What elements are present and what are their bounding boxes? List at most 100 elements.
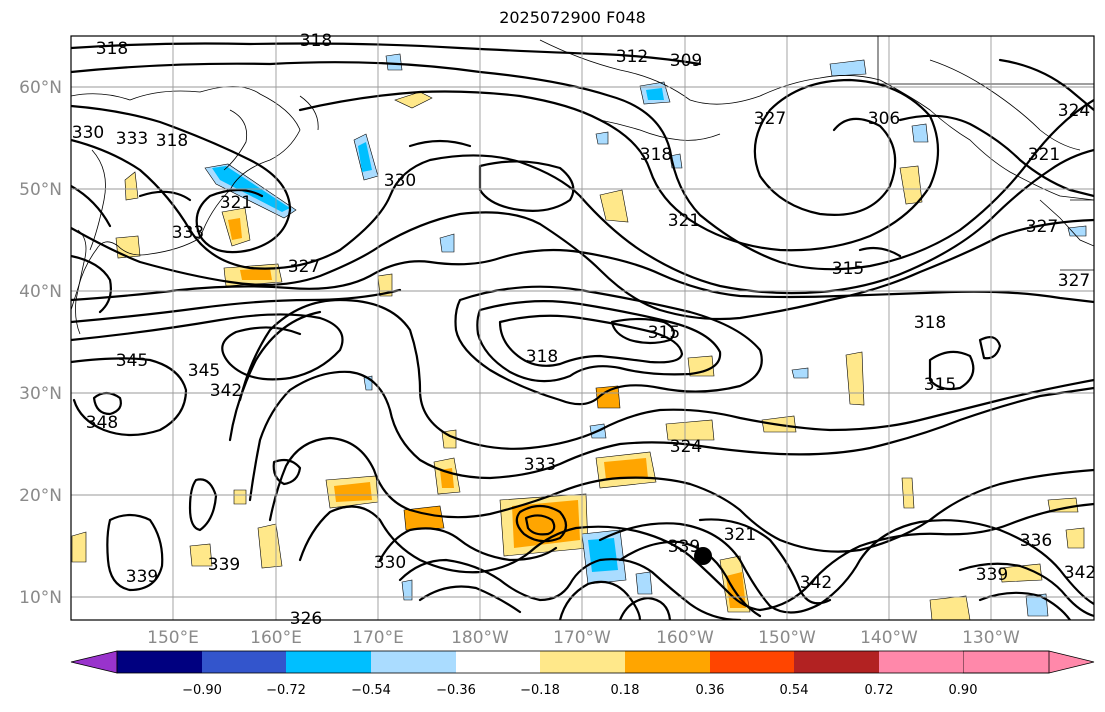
location-marker bbox=[694, 547, 712, 565]
positive-anomaly-patch bbox=[124, 171, 139, 201]
contour-label: 348 bbox=[86, 413, 118, 433]
contour-label: 321 bbox=[1028, 145, 1060, 165]
contour-label: 324 bbox=[1058, 101, 1090, 121]
contour-label: 333 bbox=[172, 223, 204, 243]
colorbar-frame bbox=[116, 650, 1050, 674]
longitude-axis: 150°E 160°E 170°E 180°W 170°W 160°W 150°… bbox=[147, 628, 1020, 648]
contour-label: 327 bbox=[1026, 217, 1058, 237]
positive-anomaly-patch bbox=[665, 419, 715, 441]
contour-label: 339 bbox=[208, 555, 240, 575]
lat-tick-label: 50°N bbox=[19, 180, 62, 200]
positive-anomaly-patch bbox=[845, 351, 865, 406]
lon-tick-label: 130°W bbox=[962, 628, 1020, 648]
negative-anomaly-patch bbox=[829, 59, 867, 77]
lon-tick-label: 150°W bbox=[758, 628, 816, 648]
contour-label: 339 bbox=[976, 565, 1008, 585]
lat-tick-label: 60°N bbox=[19, 78, 62, 98]
positive-anomaly-core bbox=[228, 218, 242, 240]
contour-label: 345 bbox=[116, 351, 148, 371]
lon-tick-label: 160°E bbox=[250, 628, 302, 648]
negative-anomaly-patch bbox=[635, 571, 653, 595]
contour-label: 321 bbox=[668, 211, 700, 231]
contour-label: 336 bbox=[1020, 531, 1052, 551]
contour-labels: 318 318 312 309 330 333 318 306 324 327 … bbox=[72, 31, 1096, 629]
positive-anomaly-core bbox=[334, 482, 372, 502]
negative-anomaly-patch bbox=[439, 233, 455, 253]
contour-label: 327 bbox=[1058, 271, 1090, 291]
positive-anomaly-core bbox=[240, 268, 272, 280]
colorbar-segment bbox=[794, 651, 879, 673]
colorbar-segment bbox=[540, 651, 625, 673]
colorbar-segment bbox=[456, 651, 540, 673]
contour-label: 333 bbox=[524, 455, 556, 475]
negative-anomaly-patch bbox=[1025, 593, 1049, 617]
contour-label: 327 bbox=[754, 109, 786, 129]
contour-label: 312 bbox=[616, 47, 648, 67]
colorbar-segment bbox=[879, 651, 963, 673]
contour-label: 330 bbox=[384, 171, 416, 191]
colorbar-segment bbox=[286, 651, 371, 673]
colorbar-tick-label: −0.90 bbox=[182, 683, 222, 698]
negative-anomaly-patch bbox=[401, 579, 413, 601]
figure-title: 2025072900 F048 bbox=[499, 8, 646, 27]
colorbar-segment bbox=[371, 651, 456, 673]
colorbar-segment bbox=[710, 651, 794, 673]
lon-tick-label: 150°E bbox=[147, 628, 199, 648]
colorbar-tick-label: −0.54 bbox=[351, 683, 391, 698]
contour-label: 342 bbox=[210, 381, 242, 401]
contour-label: 333 bbox=[116, 129, 148, 149]
lat-tick-label: 30°N bbox=[19, 384, 62, 404]
lon-tick-label: 170°W bbox=[553, 628, 611, 648]
contour-label: 309 bbox=[670, 51, 702, 71]
negative-anomaly-patch bbox=[791, 367, 809, 379]
colorbar-tick-label: −0.36 bbox=[436, 683, 476, 698]
contour-label: 306 bbox=[868, 109, 900, 129]
lat-tick-label: 20°N bbox=[19, 486, 62, 506]
positive-anomaly-patch bbox=[394, 91, 433, 109]
contour-label: 330 bbox=[72, 123, 104, 143]
negative-anomaly-patch bbox=[385, 53, 403, 71]
contour-label: 318 bbox=[914, 313, 946, 333]
positive-anomaly-patch bbox=[999, 563, 1043, 583]
contour-label: 330 bbox=[374, 553, 406, 573]
contour-label: 318 bbox=[526, 347, 558, 367]
contour-label: 327 bbox=[288, 257, 320, 277]
contour-label: 318 bbox=[156, 131, 188, 151]
positive-anomaly-patch bbox=[1065, 527, 1085, 549]
contour-label: 339 bbox=[668, 537, 700, 557]
contour-label: 321 bbox=[220, 193, 252, 213]
negative-anomaly-core bbox=[646, 88, 664, 100]
colorbar-segment bbox=[202, 651, 286, 673]
colorbar: −0.90 −0.72 −0.54 −0.36 −0.18 0.18 0.36 … bbox=[70, 650, 1095, 698]
contour-label: 339 bbox=[126, 567, 158, 587]
negative-anomaly-patch bbox=[595, 131, 609, 145]
positive-anomaly-patch bbox=[687, 355, 715, 377]
negative-anomaly-core bbox=[588, 538, 618, 572]
map-frame bbox=[70, 35, 1095, 621]
colorbar-tick-label: −0.18 bbox=[520, 683, 560, 698]
negative-anomaly-patch bbox=[1067, 225, 1087, 237]
lat-tick-label: 40°N bbox=[19, 282, 62, 302]
contour-label: 321 bbox=[724, 525, 756, 545]
contour-label: 326 bbox=[290, 609, 322, 629]
lon-tick-label: 170°E bbox=[352, 628, 404, 648]
contour-label: 315 bbox=[924, 375, 956, 395]
colorbar-tick-label: 0.36 bbox=[696, 683, 725, 698]
geopotential-contours bbox=[71, 42, 1094, 620]
colorbar-tick-label: 0.90 bbox=[949, 683, 978, 698]
positive-anomaly-patch bbox=[901, 477, 915, 509]
lon-tick-label: 140°W bbox=[860, 628, 918, 648]
positive-anomaly-patch bbox=[599, 189, 629, 223]
colorbar-right-extension bbox=[962, 650, 1095, 674]
lat-tick-label: 10°N bbox=[19, 588, 62, 608]
colorbar-tick-label: −0.72 bbox=[266, 683, 306, 698]
positive-anomaly-patch bbox=[1047, 497, 1079, 513]
colorbar-segment bbox=[117, 651, 202, 673]
colorbar-tick-label: 0.72 bbox=[865, 683, 894, 698]
contour-label: 318 bbox=[300, 31, 332, 51]
colorbar-tick-label: 0.18 bbox=[611, 683, 640, 698]
lon-tick-label: 160°W bbox=[656, 628, 714, 648]
positive-anomaly-patch bbox=[71, 531, 87, 563]
positive-anomaly-core bbox=[604, 458, 648, 480]
